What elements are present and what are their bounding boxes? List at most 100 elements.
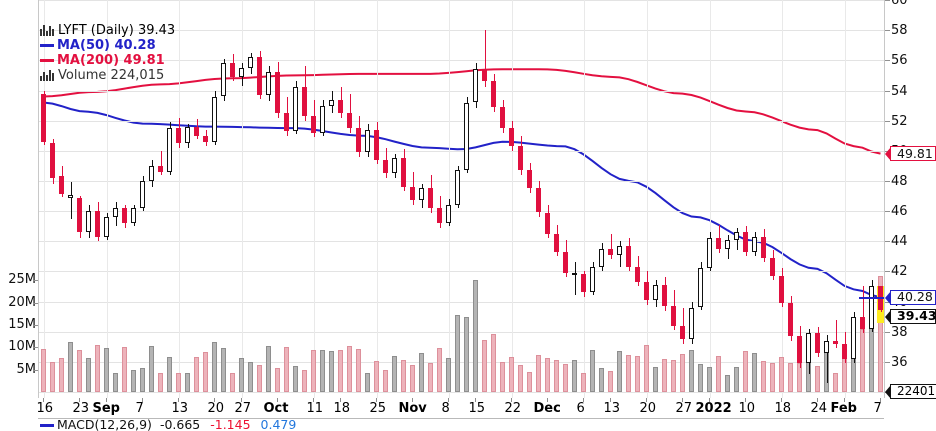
gridline-horizontal [39,0,885,1]
candle-body [175,128,182,144]
candle-body [661,284,668,306]
volume-bar [103,348,110,392]
volume-tick [33,302,38,304]
volume-tick [33,325,38,326]
price-axis-label: 56 [891,53,908,69]
candle-body [607,248,614,255]
legend-symbol-label: LYFT (Daily) 39.43 [58,23,176,38]
date-tick [141,398,143,402]
volume-bar [625,355,632,392]
candle-body [733,232,740,240]
ma50-swatch-icon [40,44,54,47]
date-axis-label: Dec [533,401,561,416]
volume-value-tag[interactable]: 22401 [885,383,936,399]
candle-body [229,63,236,77]
candle-body [94,211,101,237]
candle-body [256,57,263,95]
candle-body [859,316,866,329]
volume-bar [661,359,668,392]
candle-body [490,81,497,107]
candle-body [346,113,353,129]
date-tick [609,398,611,402]
volume-axis-label: 15M [8,317,36,332]
gridline-vertical [43,0,45,398]
candle-body [220,63,227,97]
volume-bar [328,351,335,392]
candle-body [598,248,605,267]
date-axis-label: Feb [830,401,857,416]
candle-body [652,284,659,300]
volume-bar [310,350,317,392]
gridline-horizontal [39,361,885,363]
volume-bar [175,373,182,392]
candle-body [769,257,776,276]
volume-bar [283,347,290,392]
last-price-tag[interactable]: 39.43 [885,308,936,324]
ma200-price-tag[interactable]: 49.81 [885,146,936,162]
volume-tick [33,369,38,371]
candle-body [472,69,479,103]
date-axis-label: 18 [774,401,792,416]
volume-bar [67,342,74,392]
volume-axis-label: 20M [8,294,36,310]
candle-body [364,129,371,153]
price-axis: 6058565452504846444240383634 [884,0,936,399]
price-axis-label: 46 [891,204,908,220]
candle-body [211,96,218,142]
candle-body [688,307,695,340]
volume-bar [193,357,200,392]
candle-body [454,170,461,206]
date-tick [276,398,278,402]
price-tick [885,241,890,243]
volume-bar [733,367,740,392]
gridline-horizontal [39,271,885,273]
candle-body [805,333,812,364]
date-axis-label: 8 [441,401,450,416]
volume-bar [382,369,389,392]
volume-bar [427,363,434,392]
date-axis-label: 13 [171,401,189,416]
candle-body [760,236,767,258]
price-chart-plot-area[interactable] [38,0,885,398]
candle-body [724,239,731,249]
gridline-vertical [709,0,711,398]
volume-axis-label: 5M [16,361,37,377]
candle-body [814,333,821,353]
price-axis-label: 52 [891,113,908,129]
price-axis-label: 38 [891,324,908,340]
volume-bar [211,341,218,392]
gridline-horizontal [39,241,885,243]
ma50-price-tag[interactable]: 40.28 [885,289,936,305]
candle-body [742,232,749,252]
volume-bar [238,358,245,392]
volume-bar [859,329,866,392]
candle-body [553,233,560,252]
macd-hist-label: 0.479 [260,418,297,431]
candle-body [130,208,137,224]
date-tick [816,398,818,402]
date-axis-label: 15 [468,401,486,416]
macd-indicator-bar[interactable]: MACD(12,26,9) -0.665 -1.145 0.479 [38,418,884,431]
volume-bar [184,373,191,392]
volume-bar [229,372,236,392]
candle-body [481,69,488,82]
candle-body [787,303,794,337]
price-axis-label: 60 [891,0,908,8]
date-axis-label: 20 [207,401,225,416]
volume-bar [247,361,254,392]
date-axis-label: 7 [873,401,882,416]
volume-bar [787,363,794,392]
candle-body [445,205,452,224]
volume-bar [409,364,416,392]
volume-bar [391,356,398,392]
volume-bar [526,371,533,392]
date-axis-label: 25 [369,401,387,416]
volume-bar [337,349,344,392]
gridline-horizontal [39,331,885,333]
candle-body [112,208,119,217]
candle-body [139,180,146,208]
gridline-horizontal [39,211,885,213]
date-tick [42,398,44,402]
date-tick [240,398,242,402]
candle-body [58,176,65,195]
